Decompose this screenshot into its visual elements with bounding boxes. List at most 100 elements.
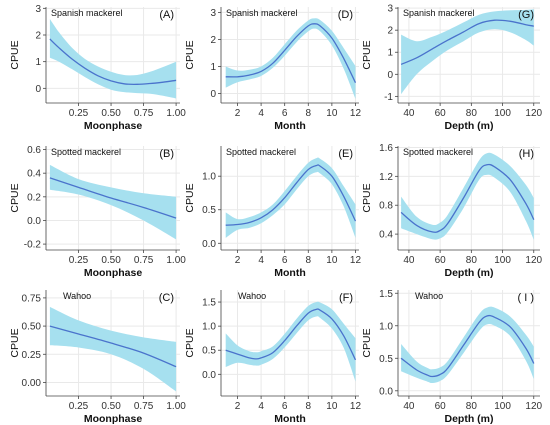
y-tick-label: 0.6 (27, 145, 41, 156)
y-axis-title: CPUE (184, 40, 196, 69)
y-tick-label: 0.5 (379, 354, 393, 365)
fitted-line (49, 177, 177, 219)
fitted-line (49, 325, 177, 368)
y-tick-label: -0.2 (24, 240, 42, 251)
species-label: Spanish mackerel (403, 8, 475, 18)
y-tick-label: 0 (35, 84, 41, 95)
x-tick-label: 1.00 (166, 401, 186, 412)
y-tick-label: 0.8 (379, 201, 393, 212)
x-tick-label: 0.75 (134, 401, 154, 412)
x-tick-label: 2 (235, 255, 241, 266)
y-axis-title: CPUE (9, 183, 21, 212)
panel-letter: (E) (338, 148, 353, 160)
y-tick-label: 0.75 (22, 293, 42, 304)
fitted-line (49, 38, 177, 85)
y-tick-label: 0.2 (27, 192, 41, 203)
x-tick-label: 12 (350, 108, 362, 119)
panel-letter: (A) (159, 9, 174, 21)
panel-letter: ( I ) (518, 292, 535, 304)
x-tick-label: 100 (494, 255, 511, 266)
confidence-band (225, 157, 356, 238)
x-tick-label: 4 (258, 255, 264, 266)
x-tick-label: 1.00 (166, 255, 186, 266)
species-label: Wahoo (238, 291, 266, 301)
y-tick-label: 0.5 (202, 205, 216, 216)
y-tick-label: 1 (210, 62, 216, 73)
x-tick-label: 10 (326, 255, 338, 266)
y-tick-label: 0.50 (22, 322, 42, 333)
x-tick-label: 0.25 (69, 255, 89, 266)
species-label: Wahoo (415, 291, 443, 301)
confidence-band (49, 306, 177, 392)
x-tick-label: 12 (350, 401, 362, 412)
x-tick-label: 6 (282, 401, 288, 412)
x-tick-label: 120 (525, 108, 542, 119)
panel-h: 40 60 80 100 120 0.4 0.8 1.2 1.6 Depth (m) CPUE Spo… (361, 143, 543, 279)
y-axis-title: CPUE (9, 40, 21, 69)
panel-i: 40 60 80 100 120 0.0 0.5 1.0 1.5 Depth (m) CPUE Wah… (361, 289, 543, 425)
panel-letter: (H) (519, 148, 534, 160)
y-tick-label: 1.0 (202, 172, 216, 183)
x-tick-label: 100 (494, 401, 511, 412)
y-tick-label: 0 (210, 89, 216, 100)
fitted-line (400, 314, 535, 378)
x-axis-title: Month (274, 120, 306, 132)
y-tick-label: 2 (387, 26, 393, 37)
y-tick-label: 2 (35, 31, 41, 42)
x-tick-label: 80 (466, 108, 478, 119)
x-tick-label: 10 (326, 401, 338, 412)
fitted-line (400, 163, 535, 233)
x-tick-label: 60 (435, 108, 447, 119)
y-tick-label: 1 (35, 57, 41, 68)
y-tick-label: 3 (35, 4, 41, 15)
fitted-line (225, 164, 357, 226)
y-tick-label: 0.0 (379, 386, 393, 397)
y-tick-label: 1.5 (202, 298, 216, 309)
x-axis-title: Moonphase (84, 413, 142, 425)
y-tick-label: 2 (210, 35, 216, 46)
fitted-line (225, 308, 357, 361)
y-axis-title: CPUE (9, 328, 21, 357)
x-tick-label: 0.50 (101, 108, 121, 119)
species-label: Spanish mackerel (226, 8, 298, 18)
x-tick-label: 0.25 (69, 401, 89, 412)
species-label: Spotted mackerel (403, 147, 473, 157)
y-tick-label: 0.0 (202, 239, 216, 250)
confidence-band (401, 152, 534, 240)
confidence-band (225, 18, 356, 99)
panel-f: 2 4 6 8 10 12 0.0 0.5 1.0 1.5 Month CPUE Wahoo (F) (184, 290, 361, 425)
x-tick-label: 8 (306, 401, 312, 412)
x-tick-label: 100 (494, 108, 511, 119)
fitted-line (400, 19, 534, 65)
y-tick-label: 0.25 (22, 350, 42, 361)
x-axis-title: Month (274, 267, 306, 279)
y-tick-label: 0.0 (202, 370, 216, 381)
fitted-line (225, 23, 357, 83)
y-axis-title: CPUE (361, 328, 373, 357)
x-tick-label: 80 (466, 401, 478, 412)
x-tick-label: 1.00 (166, 108, 186, 119)
x-axis-title: Depth (m) (445, 413, 494, 425)
x-tick-label: 4 (258, 108, 264, 119)
panel-letter: (B) (159, 148, 174, 160)
x-tick-label: 2 (235, 401, 241, 412)
x-tick-label: 6 (282, 255, 288, 266)
y-tick-label: 3 (387, 4, 393, 15)
y-tick-label: 3 (210, 8, 216, 19)
x-tick-label: 40 (403, 108, 415, 119)
x-axis-title: Moonphase (84, 120, 142, 132)
panel-letter: (G) (518, 9, 534, 21)
panel-e: 2 4 6 8 10 12 0.0 0.5 1.0 Month CPUE Spotted macker… (184, 146, 361, 279)
panel-c: 0.25 0.50 0.75 1.000.000.250.500.75Moonphas… (9, 290, 186, 425)
x-tick-label: 2 (235, 108, 241, 119)
x-axis-title: Moonphase (84, 267, 142, 279)
y-tick-label: 1 (387, 48, 393, 59)
x-tick-label: 0.50 (101, 401, 121, 412)
y-axis-title: CPUE (184, 183, 196, 212)
y-axis-title: CPUE (184, 328, 196, 357)
x-tick-label: 40 (403, 255, 415, 266)
species-label: Spanish mackerel (51, 8, 123, 18)
y-tick-label: 0.00 (22, 378, 42, 389)
confidence-band (49, 19, 177, 99)
